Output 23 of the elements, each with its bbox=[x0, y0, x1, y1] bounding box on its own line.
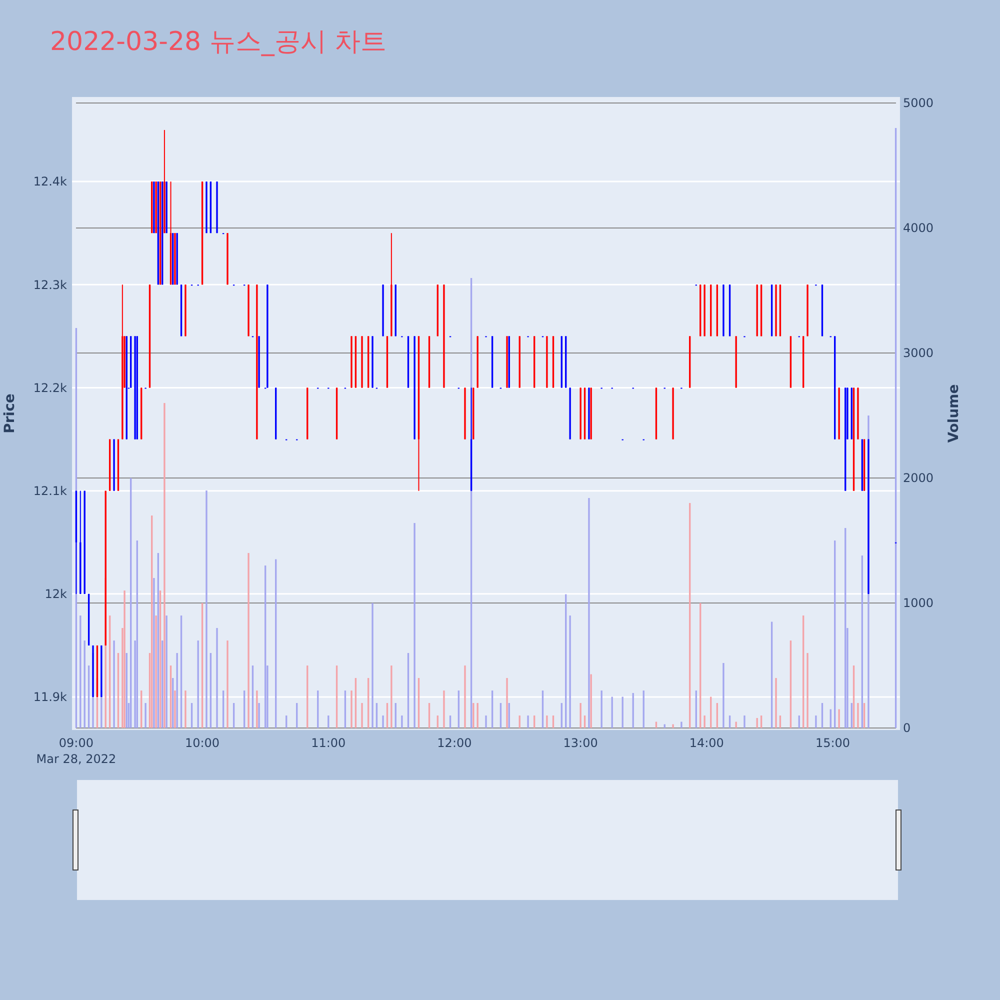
x-tick-label: 09:00 bbox=[58, 736, 94, 750]
text: Mar 28, 2022 bbox=[36, 752, 116, 766]
chart-title: 2022-03-28 뉴스_공시 차트 bbox=[50, 27, 387, 57]
y2-tick-label: 2000 bbox=[903, 471, 934, 486]
y2-tick-label: 0 bbox=[903, 721, 911, 736]
y-tick-label: 12k bbox=[44, 587, 68, 602]
x-tick-label: 10:00 bbox=[185, 736, 220, 750]
x-tick-label: 13:00 bbox=[563, 736, 598, 750]
y2-tick-label: 3000 bbox=[903, 346, 934, 360]
y-tick-label: 12.3k bbox=[33, 278, 68, 292]
y-tick-label: 11.9k bbox=[33, 690, 68, 704]
x-tick-label: 15:00 bbox=[815, 736, 850, 750]
y-tick-label: 12.4k bbox=[33, 174, 68, 189]
y2-tick-label: 4000 bbox=[903, 221, 934, 236]
y-axis-title: Price bbox=[2, 394, 18, 434]
x-tick-label: 12:00 bbox=[437, 736, 472, 750]
y-tick-label: 12.1k bbox=[33, 484, 68, 498]
x-tick-label: 11:00 bbox=[311, 736, 346, 750]
x-tick-label: 14:00 bbox=[689, 736, 724, 750]
y-tick-label: 12.2k bbox=[33, 380, 68, 395]
y2-tick-label: 5000 bbox=[903, 96, 934, 110]
y2-tick-label: 1000 bbox=[903, 596, 934, 610]
y2-axis-title: Volume bbox=[946, 384, 962, 443]
